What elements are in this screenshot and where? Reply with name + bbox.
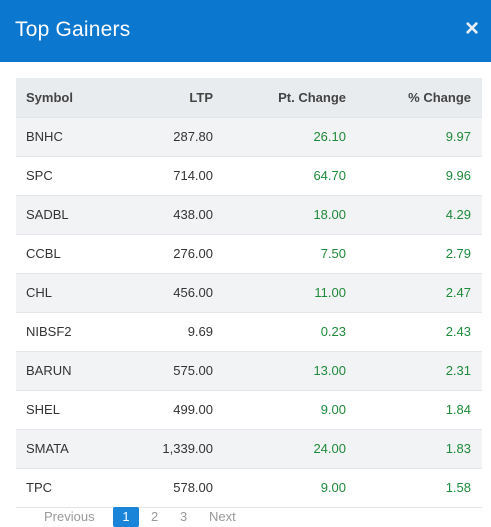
table-row[interactable]: SHEL 499.00 9.00 1.84 — [16, 391, 482, 430]
cell-pct-change: 1.84 — [445, 402, 471, 417]
cell-ltp: 499.00 — [173, 402, 213, 417]
cell-ltp: 287.80 — [173, 129, 213, 144]
cell-symbol[interactable]: NIBSF2 — [26, 324, 72, 339]
cell-pct-change: 2.47 — [445, 285, 471, 300]
column-header-symbol[interactable]: Symbol — [26, 90, 73, 105]
cell-symbol[interactable]: TPC — [26, 480, 52, 495]
cell-symbol[interactable]: SADBL — [26, 207, 69, 222]
cell-pt-change: 24.00 — [313, 441, 346, 456]
cell-ltp: 714.00 — [173, 168, 213, 183]
cell-pct-change: 4.29 — [445, 207, 471, 222]
cell-ltp: 1,339.00 — [162, 441, 213, 456]
pagination-page-2[interactable]: 2 — [151, 509, 159, 524]
cell-ltp: 9.69 — [187, 324, 213, 339]
table-row[interactable]: BARUN 575.00 13.00 2.31 — [16, 352, 482, 391]
table-row[interactable]: SPC 714.00 64.70 9.96 — [16, 157, 482, 196]
table-row[interactable]: SMATA 1,339.00 24.00 1.83 — [16, 430, 482, 469]
cell-symbol[interactable]: CCBL — [26, 246, 61, 261]
cell-ltp: 276.00 — [173, 246, 213, 261]
cell-pt-change: 18.00 — [313, 207, 346, 222]
pagination-page-1[interactable]: 1 — [113, 507, 139, 527]
cell-symbol[interactable]: CHL — [26, 285, 53, 300]
cell-symbol[interactable]: BNHC — [26, 129, 63, 144]
cell-pt-change: 11.00 — [314, 285, 346, 300]
modal-header: Top Gainers × — [0, 0, 491, 62]
cell-pt-change: 26.10 — [313, 129, 346, 144]
modal-title: Top Gainers — [15, 18, 131, 41]
column-header-pct-change[interactable]: % Change — [408, 90, 471, 105]
cell-pt-change: 7.50 — [320, 246, 346, 261]
pagination: Previous 1 2 3 Next — [0, 505, 491, 527]
table-row[interactable]: SADBL 438.00 18.00 4.29 — [16, 196, 482, 235]
column-header-pt-change[interactable]: Pt. Change — [278, 90, 346, 105]
cell-ltp: 578.00 — [173, 480, 213, 495]
cell-symbol[interactable]: BARUN — [26, 363, 72, 378]
pagination-previous[interactable]: Previous — [44, 509, 95, 524]
cell-pt-change: 0.23 — [320, 324, 346, 339]
table-row[interactable]: NIBSF2 9.69 0.23 2.43 — [16, 313, 482, 352]
cell-pct-change: 1.58 — [445, 480, 471, 495]
cell-pct-change: 2.43 — [445, 324, 471, 339]
close-icon[interactable]: × — [465, 15, 480, 42]
cell-pct-change: 1.83 — [445, 441, 471, 456]
table-row[interactable]: BNHC 287.80 26.10 9.97 — [16, 118, 482, 157]
cell-pct-change: 2.79 — [445, 246, 471, 261]
cell-pct-change: 9.97 — [445, 129, 471, 144]
cell-pct-change: 9.96 — [445, 168, 471, 183]
cell-pt-change: 9.00 — [320, 402, 346, 417]
column-header-ltp[interactable]: LTP — [189, 90, 213, 105]
cell-ltp: 575.00 — [173, 363, 213, 378]
cell-pt-change: 64.70 — [313, 168, 346, 183]
cell-pt-change: 13.00 — [313, 363, 346, 378]
cell-ltp: 456.00 — [173, 285, 213, 300]
cell-pt-change: 9.00 — [320, 480, 346, 495]
pagination-next[interactable]: Next — [209, 509, 236, 524]
cell-ltp: 438.00 — [173, 207, 213, 222]
table-header-row: Symbol LTP Pt. Change % Change — [16, 78, 482, 118]
cell-symbol[interactable]: SMATA — [26, 441, 69, 456]
pagination-page-3[interactable]: 3 — [180, 509, 188, 524]
table-row[interactable]: TPC 578.00 9.00 1.58 — [16, 469, 482, 508]
cell-pct-change: 2.31 — [445, 363, 471, 378]
top-gainers-table: Symbol LTP Pt. Change % Change BNHC 287.8… — [16, 78, 482, 508]
table-row[interactable]: CHL 456.00 11.00 2.47 — [16, 274, 482, 313]
table-row[interactable]: CCBL 276.00 7.50 2.79 — [16, 235, 482, 274]
cell-symbol[interactable]: SHEL — [26, 402, 60, 417]
cell-symbol[interactable]: SPC — [26, 168, 53, 183]
